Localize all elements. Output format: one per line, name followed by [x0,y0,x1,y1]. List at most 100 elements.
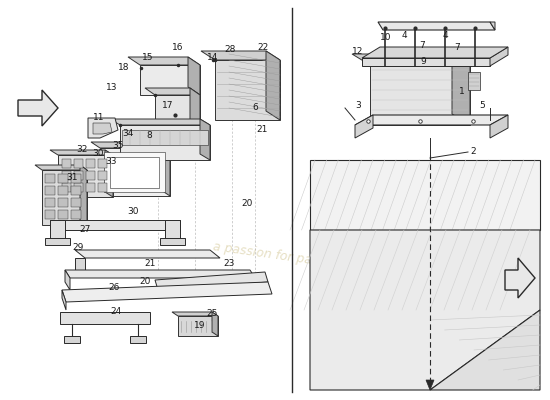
Text: a passion for parts: a passion for parts [212,240,328,270]
Text: 7: 7 [419,42,425,50]
Polygon shape [60,312,150,324]
Polygon shape [212,312,218,336]
Polygon shape [100,148,170,196]
Text: 6: 6 [252,104,258,112]
Polygon shape [426,380,434,390]
Polygon shape [130,336,146,343]
Polygon shape [98,171,107,180]
Polygon shape [86,159,95,168]
Polygon shape [352,54,470,65]
Polygon shape [490,47,508,66]
Polygon shape [58,186,68,195]
Polygon shape [155,272,268,290]
Polygon shape [178,316,218,336]
Text: 5: 5 [479,102,485,110]
Text: 28: 28 [224,46,236,54]
Polygon shape [370,65,470,125]
Polygon shape [188,57,200,95]
Text: 34: 34 [122,128,134,138]
Polygon shape [93,123,112,134]
Polygon shape [266,51,280,120]
Polygon shape [71,186,81,195]
Text: 31: 31 [66,174,78,182]
Polygon shape [58,210,68,219]
Polygon shape [355,115,508,125]
Text: 9: 9 [420,58,426,66]
Polygon shape [58,174,68,183]
Text: 35: 35 [112,142,124,150]
Text: 16: 16 [172,44,184,52]
Text: 19: 19 [194,322,206,330]
Text: 27: 27 [79,224,91,234]
Polygon shape [74,171,83,180]
Polygon shape [155,95,200,135]
Polygon shape [452,54,470,125]
Polygon shape [62,282,272,302]
Text: 22: 22 [257,44,268,52]
Polygon shape [490,22,495,30]
Polygon shape [65,270,255,278]
Polygon shape [62,159,71,168]
Polygon shape [62,183,71,192]
Polygon shape [490,115,508,138]
Text: 33: 33 [105,158,117,166]
Polygon shape [128,57,200,65]
Text: 29: 29 [72,244,84,252]
Polygon shape [161,142,170,196]
Polygon shape [88,118,118,138]
Polygon shape [74,183,83,192]
Polygon shape [50,220,65,240]
Text: 26: 26 [108,284,120,292]
Polygon shape [98,183,107,192]
Polygon shape [190,88,200,135]
Polygon shape [310,230,540,390]
Text: 14: 14 [207,52,219,62]
Polygon shape [430,310,540,390]
Text: 20: 20 [139,278,151,286]
Text: 23: 23 [223,258,235,268]
Polygon shape [75,250,220,258]
Text: 13: 13 [106,82,118,92]
Polygon shape [172,312,218,316]
Polygon shape [91,142,170,148]
Polygon shape [378,22,495,30]
Polygon shape [110,119,210,125]
Text: 18: 18 [118,64,130,72]
Polygon shape [505,258,535,298]
Polygon shape [104,152,165,192]
Polygon shape [362,58,490,66]
Polygon shape [160,238,185,245]
Text: 11: 11 [94,114,104,122]
Polygon shape [58,155,113,197]
Polygon shape [50,220,180,230]
Polygon shape [86,183,95,192]
Text: 7: 7 [454,44,460,52]
Polygon shape [355,115,373,138]
Text: 2: 2 [470,146,476,156]
Text: 1: 1 [459,88,465,96]
Polygon shape [62,171,71,180]
Text: 3: 3 [355,102,361,110]
Polygon shape [362,47,508,58]
Text: 30: 30 [127,208,139,216]
Polygon shape [98,159,107,168]
Polygon shape [35,165,87,170]
Polygon shape [45,198,55,207]
Polygon shape [58,198,68,207]
Polygon shape [145,88,200,95]
Polygon shape [45,238,70,245]
Polygon shape [468,72,480,90]
Text: 24: 24 [111,306,122,316]
Polygon shape [65,270,70,290]
Polygon shape [50,150,113,155]
Text: 4: 4 [442,30,448,40]
Polygon shape [45,210,55,219]
Polygon shape [215,60,280,120]
Text: 12: 12 [353,48,364,56]
Text: 4: 4 [401,30,407,40]
Text: 8: 8 [146,132,152,140]
Polygon shape [64,336,80,343]
Text: 10: 10 [380,34,392,42]
Polygon shape [45,174,55,183]
Text: 30: 30 [92,148,104,158]
